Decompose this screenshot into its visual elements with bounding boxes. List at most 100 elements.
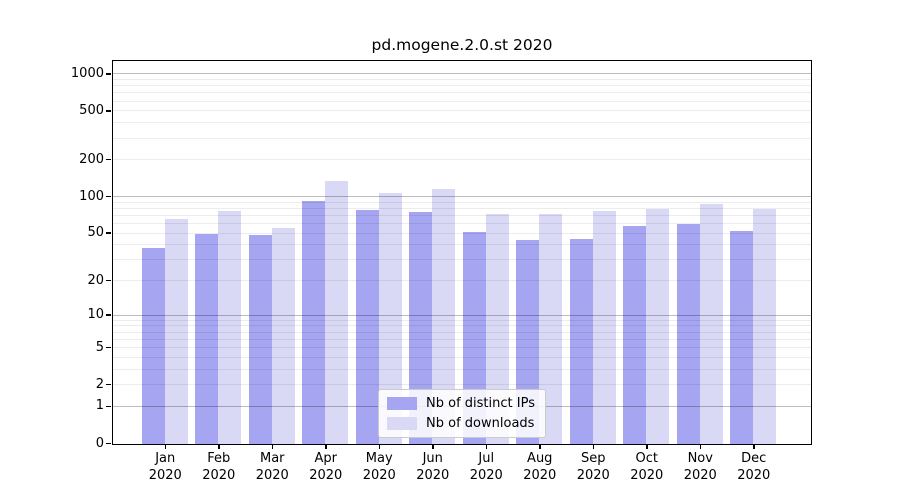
x-tick-year: 2020 [416,467,450,483]
bar-nb-of-distinct-ips-nov [676,224,700,444]
x-tick-label-apr: Apr 2020 [309,451,342,484]
x-tick-mark [218,444,220,449]
x-tick-month: Feb [207,451,231,466]
x-tick-mark [539,444,541,449]
x-tick-label-mar: Mar 2020 [256,451,289,484]
y-tick-mark [106,232,111,234]
y-tick-label-50: 50 [87,225,104,241]
x-tick-label-jan: Jan 2020 [149,451,182,484]
x-tick-month: Apr [314,451,338,466]
legend-item-downloads: Nb of downloads [387,416,535,431]
x-tick-year: 2020 [202,467,236,483]
x-tick-label-jul: Jul 2020 [470,451,503,484]
bar-nb-of-downloads-mar [271,227,295,444]
bar-nb-of-downloads-aug [539,214,563,444]
bar-nb-of-distinct-ips-oct [623,225,647,444]
legend-swatch-downloads [387,417,418,430]
x-tick-mark [646,444,648,449]
y-tick-mark [106,158,111,161]
bar-nb-of-downloads-feb [218,210,242,444]
y-tick-mark [106,383,111,386]
bar-nb-of-downloads-nov [699,203,723,444]
legend-swatch-distinct-ips [387,397,418,410]
bar-nb-of-downloads-sep [592,210,616,444]
x-tick-mark [378,444,380,449]
bar-nb-of-downloads-oct [646,208,670,444]
x-tick-mark [164,444,166,449]
y-tick-label-2: 2 [95,376,104,392]
y-tick-mark [106,314,111,316]
x-tick-month: Jan [155,451,176,466]
y-tick-label-5: 5 [95,339,104,355]
bar-nb-of-distinct-ips-sep [569,239,593,444]
y-tick-label-100: 100 [79,188,104,204]
y-tick-mark [106,195,111,198]
x-tick-mark [699,444,701,449]
y-tick-label-1: 1 [95,398,104,414]
x-tick-year: 2020 [148,467,182,483]
x-tick-label-sep: Sep 2020 [577,451,610,484]
x-tick-mark [485,444,487,449]
x-tick-label-jun: Jun 2020 [416,451,449,484]
x-tick-mark [271,444,273,449]
x-tick-month: Aug [527,451,553,466]
y-tick-label-1000: 1000 [70,65,104,81]
x-tick-year: 2020 [737,467,771,483]
x-tick-label-oct: Oct 2020 [630,451,663,484]
bar-nb-of-distinct-ips-feb [195,233,219,444]
x-tick-month: Jun [422,451,443,466]
bar-nb-of-downloads-dec [753,208,777,444]
x-tick-label-nov: Nov 2020 [684,451,717,484]
x-tick-mark [592,444,594,449]
legend-item-distinct-ips: Nb of distinct IPs [387,396,535,411]
bars-layer [113,61,811,444]
x-tick-year: 2020 [630,467,664,483]
x-tick-month: Jul [478,451,495,466]
x-tick-mark [432,444,434,449]
x-tick-year: 2020 [309,467,343,483]
bar-nb-of-distinct-ips-jan [141,247,165,444]
x-tick-mark [325,444,327,449]
legend-label-downloads: Nb of downloads [426,416,535,431]
x-tick-year: 2020 [523,467,557,483]
bar-nb-of-downloads-jul [485,213,509,444]
y-tick-mark [106,442,111,445]
y-tick-mark [106,405,111,408]
x-tick-year: 2020 [362,467,396,483]
bar-nb-of-downloads-apr [325,180,349,444]
bar-nb-of-distinct-ips-may [355,210,379,444]
bar-nb-of-distinct-ips-jun [409,211,433,444]
bar-nb-of-downloads-may [378,193,402,444]
y-tick-label-200: 200 [79,151,104,167]
x-tick-month: Nov [687,451,713,466]
y-tick-mark [106,110,111,112]
x-tick-label-aug: Aug 2020 [523,451,556,484]
bar-nb-of-distinct-ips-dec [730,230,754,444]
legend: Nb of distinct IPs Nb of downloads [378,389,546,438]
y-tick-label-10: 10 [87,307,104,323]
x-tick-year: 2020 [576,467,610,483]
x-tick-month: Mar [259,451,285,466]
x-tick-year: 2020 [469,467,503,483]
x-tick-year: 2020 [683,467,717,483]
y-tick-mark [106,73,111,75]
x-tick-year: 2020 [255,467,289,483]
y-tick-mark [106,279,111,282]
x-tick-month: Oct [635,451,658,466]
bar-nb-of-downloads-jun [432,188,456,444]
x-tick-label-may: May 2020 [363,451,396,484]
x-tick-mark [753,444,755,449]
plot-area: Nb of distinct IPs Nb of downloads [112,60,812,445]
y-tick-mark [106,346,111,349]
bar-nb-of-distinct-ips-apr [302,201,326,444]
chart-title: pd.mogene.2.0.st 2020 [371,36,553,54]
legend-label-distinct-ips: Nb of distinct IPs [426,396,535,411]
y-tick-label-0: 0 [95,435,104,451]
bar-nb-of-downloads-jan [164,219,188,444]
bar-nb-of-distinct-ips-mar [248,234,272,444]
x-tick-month: Dec [741,451,767,466]
x-tick-month: May [365,451,393,466]
x-tick-label-dec: Dec 2020 [737,451,770,484]
x-tick-month: Sep [580,451,606,466]
